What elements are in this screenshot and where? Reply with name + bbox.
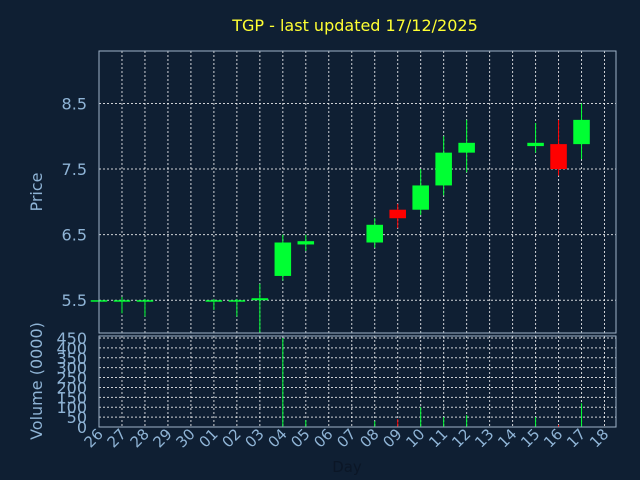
candle-body	[297, 241, 315, 245]
candle-body	[136, 300, 154, 302]
price-tick-labels: 5.5 6.5 7.5 8.5	[62, 94, 87, 310]
price-panel-frame	[98, 50, 617, 334]
candle-body	[113, 300, 131, 302]
volume-tick-label: 200	[56, 378, 87, 397]
volume-tick-label: 150	[56, 388, 87, 407]
candles	[90, 103, 590, 333]
candle-body	[366, 224, 384, 243]
panel-frames	[98, 50, 617, 428]
volume-panel-frame	[98, 335, 617, 428]
volume-axis-label: Volume (0000)	[27, 322, 46, 440]
volume-tick-label: 250	[56, 369, 87, 388]
x-tick-labels: 2627282930010203040506070809101112131415…	[81, 425, 613, 451]
price-axis-label: Price	[27, 172, 46, 211]
volume-tick-label: 350	[56, 349, 87, 368]
volume-tick-label: 100	[56, 398, 87, 417]
volume-tick-label: 50	[67, 408, 87, 427]
candle-body	[458, 142, 475, 153]
price-tick-label: 7.5	[62, 160, 87, 179]
candle-body	[527, 142, 544, 147]
volume-tick-label: 300	[56, 359, 87, 378]
candle-body	[251, 298, 269, 301]
price-tick-label: 5.5	[62, 291, 87, 310]
candle-body	[412, 185, 429, 210]
candle-body	[205, 300, 223, 302]
volume-tick-label: 400	[56, 339, 87, 358]
candle-body	[573, 119, 590, 145]
chart-title: TGP - last updated 17/12/2025	[231, 16, 478, 35]
x-axis-label: Day	[332, 458, 362, 476]
volume-tick-label: 450	[56, 329, 87, 348]
candle-body	[550, 144, 567, 170]
price-tick-label: 6.5	[62, 226, 87, 245]
volume-tick-label: 0	[77, 418, 87, 437]
candle-body	[274, 242, 292, 276]
price-tick-label: 8.5	[62, 94, 87, 113]
candle-body	[389, 209, 406, 219]
candle-body	[228, 300, 246, 302]
candle-body	[435, 152, 452, 186]
